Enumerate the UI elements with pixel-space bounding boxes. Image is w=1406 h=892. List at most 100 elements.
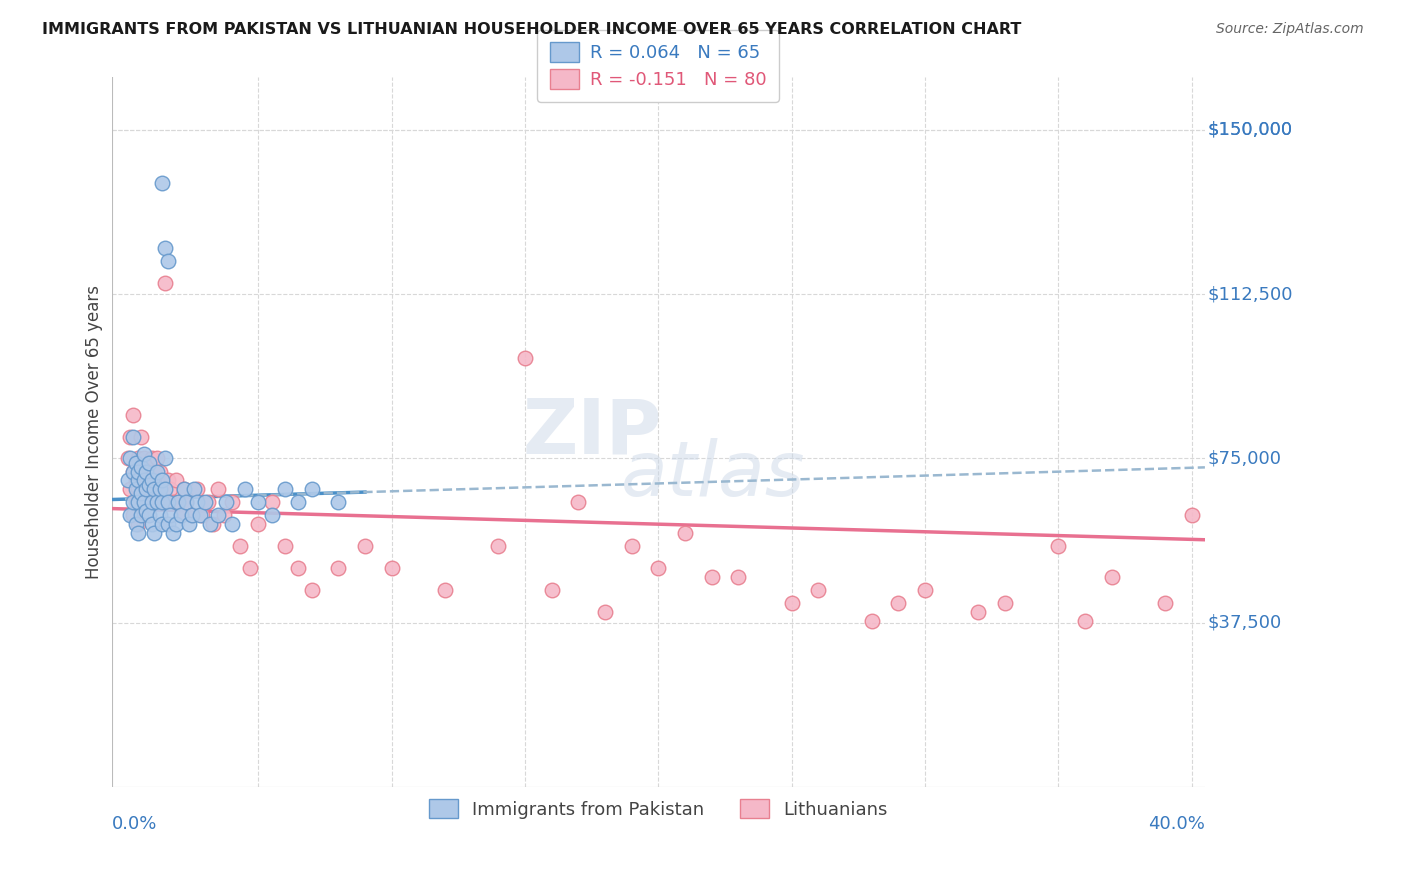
Point: [138, 508, 160, 523]
Point: [122, 495, 145, 509]
Point: [221, 495, 243, 509]
Point: [165, 517, 187, 532]
Text: $150,000: $150,000: [1208, 121, 1292, 139]
Point: [146, 474, 169, 488]
Point: [162, 525, 184, 540]
Text: 40.0%: 40.0%: [1149, 815, 1205, 833]
Point: [122, 508, 145, 523]
Point: [135, 465, 157, 479]
Point: [143, 495, 166, 509]
Point: [188, 508, 211, 523]
Point: [194, 495, 217, 509]
Point: [129, 460, 152, 475]
Point: [176, 495, 198, 509]
Point: [129, 465, 152, 479]
Point: [153, 451, 176, 466]
Point: [143, 465, 166, 479]
Point: [156, 254, 179, 268]
Point: [129, 486, 152, 500]
Point: [149, 482, 172, 496]
Point: [146, 465, 169, 479]
Point: [167, 495, 190, 509]
Point: [620, 539, 643, 553]
Point: [132, 495, 155, 509]
Point: [141, 451, 163, 466]
Point: [887, 596, 910, 610]
Point: [124, 482, 146, 496]
Point: [173, 482, 195, 496]
Point: [191, 508, 214, 523]
Point: [381, 561, 404, 575]
Point: [150, 495, 173, 509]
Point: [122, 465, 145, 479]
Text: 0.0%: 0.0%: [111, 815, 157, 833]
Point: [260, 495, 283, 509]
Point: [239, 561, 262, 575]
Point: [153, 241, 176, 255]
Point: [138, 495, 160, 509]
Point: [274, 539, 297, 553]
Point: [727, 570, 749, 584]
Point: [994, 596, 1017, 610]
Point: [127, 495, 149, 509]
Point: [149, 465, 172, 479]
Point: [1180, 508, 1202, 523]
Text: $37,500: $37,500: [1208, 614, 1281, 632]
Point: [149, 508, 172, 523]
Point: [150, 517, 173, 532]
Text: ZIP: ZIP: [523, 395, 662, 469]
Point: [673, 525, 696, 540]
Point: [122, 408, 145, 422]
Point: [301, 482, 323, 496]
Point: [593, 605, 616, 619]
Y-axis label: Householder Income Over 65 years: Householder Income Over 65 years: [86, 285, 103, 579]
Point: [124, 456, 146, 470]
Point: [150, 176, 173, 190]
Point: [132, 451, 155, 466]
Point: [127, 465, 149, 479]
Point: [170, 508, 193, 523]
Point: [287, 495, 309, 509]
Point: [486, 539, 509, 553]
Point: [122, 429, 145, 443]
Point: [159, 482, 181, 496]
Text: $75,000: $75,000: [1208, 450, 1281, 467]
Point: [153, 277, 176, 291]
Point: [129, 429, 152, 443]
Point: [513, 351, 536, 365]
Point: [135, 504, 157, 518]
Point: [1047, 539, 1070, 553]
Point: [156, 495, 179, 509]
Point: [207, 508, 229, 523]
Point: [177, 517, 200, 532]
Point: [129, 508, 152, 523]
Point: [1101, 570, 1123, 584]
Point: [567, 495, 589, 509]
Point: [914, 582, 936, 597]
Point: [149, 482, 172, 496]
Point: [860, 614, 883, 628]
Point: [274, 482, 297, 496]
Point: [200, 517, 222, 532]
Point: [124, 517, 146, 532]
Point: [260, 508, 283, 523]
Point: [153, 482, 176, 496]
Point: [167, 495, 190, 509]
Point: [124, 495, 146, 509]
Point: [247, 495, 270, 509]
Point: [1074, 614, 1097, 628]
Point: [247, 517, 270, 532]
Point: [159, 508, 181, 523]
Point: [156, 517, 179, 532]
Point: [127, 525, 149, 540]
Point: [135, 465, 157, 479]
Point: [540, 582, 562, 597]
Point: [180, 508, 202, 523]
Point: [132, 474, 155, 488]
Point: [433, 582, 456, 597]
Point: [117, 451, 139, 466]
Point: [117, 474, 139, 488]
Point: [354, 539, 377, 553]
Point: [122, 465, 145, 479]
Text: $112,500: $112,500: [1208, 285, 1292, 303]
